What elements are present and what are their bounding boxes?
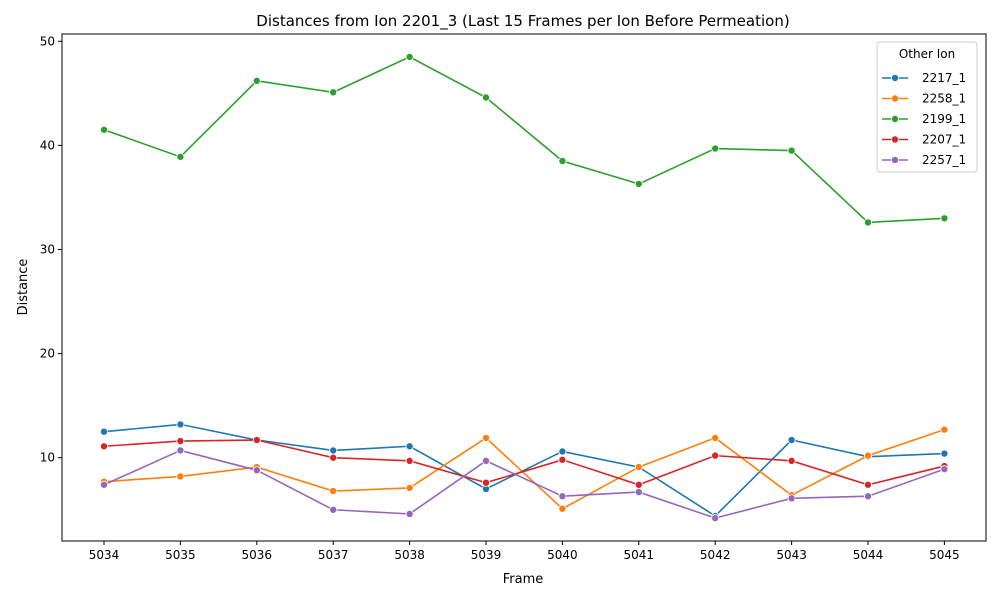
axes-frame bbox=[61, 33, 987, 542]
series-line-2199_1 bbox=[103, 56, 945, 224]
data-point-2217_1 bbox=[558, 447, 567, 456]
data-point-2257_1 bbox=[100, 480, 109, 489]
legend-marker bbox=[891, 74, 900, 83]
series-line-2217_1 bbox=[103, 423, 945, 518]
legend-title: Other Ion bbox=[899, 47, 955, 61]
x-tick-label: 5045 bbox=[929, 548, 960, 562]
data-point-2257_1 bbox=[176, 446, 185, 455]
x-tick-label: 5034 bbox=[89, 548, 120, 562]
x-tick-label: 5040 bbox=[547, 548, 578, 562]
x-tick-label: 5039 bbox=[471, 548, 502, 562]
data-point-2258_1 bbox=[634, 463, 643, 472]
x-tick-label: 5044 bbox=[853, 548, 884, 562]
data-point-2257_1 bbox=[864, 492, 873, 501]
data-point-2217_1 bbox=[940, 449, 949, 458]
data-point-2217_1 bbox=[329, 446, 338, 455]
x-tick-label: 5041 bbox=[624, 548, 655, 562]
data-point-2199_1 bbox=[252, 76, 261, 85]
data-point-2207_1 bbox=[405, 456, 414, 465]
data-point-2207_1 bbox=[787, 456, 796, 465]
data-point-2258_1 bbox=[864, 451, 873, 460]
data-point-2217_1 bbox=[787, 436, 796, 445]
legend-marker bbox=[891, 155, 900, 164]
data-point-2199_1 bbox=[634, 179, 643, 188]
data-point-2199_1 bbox=[405, 52, 414, 61]
x-tick-label: 5035 bbox=[165, 548, 196, 562]
y-tick-label: 20 bbox=[40, 347, 55, 361]
data-point-2207_1 bbox=[558, 455, 567, 464]
y-tick-label: 30 bbox=[40, 243, 55, 257]
x-tick-label: 5037 bbox=[318, 548, 349, 562]
x-tick-label: 5043 bbox=[776, 548, 807, 562]
data-point-2258_1 bbox=[481, 433, 490, 442]
data-point-2207_1 bbox=[481, 478, 490, 487]
series-line-2207_1 bbox=[103, 439, 945, 486]
series-line-2257_1 bbox=[103, 449, 945, 519]
data-point-2258_1 bbox=[329, 487, 338, 496]
data-point-2257_1 bbox=[711, 514, 720, 523]
data-point-2199_1 bbox=[329, 88, 338, 97]
data-point-2199_1 bbox=[787, 146, 796, 155]
data-point-2199_1 bbox=[864, 218, 873, 227]
legend: Other Ion 2217_1 2258_1 2199_1 2207_1 2257_1 bbox=[876, 41, 978, 173]
data-point-2258_1 bbox=[711, 433, 720, 442]
data-point-2258_1 bbox=[940, 425, 949, 434]
data-point-2217_1 bbox=[100, 427, 109, 436]
legend-marker bbox=[891, 115, 900, 124]
legend-label: 2217_1 bbox=[922, 71, 966, 85]
data-point-2257_1 bbox=[940, 465, 949, 474]
x-tick-label: 5042 bbox=[700, 548, 731, 562]
legend-label: 2258_1 bbox=[922, 92, 966, 106]
data-point-2257_1 bbox=[787, 494, 796, 503]
legend-label: 2257_1 bbox=[922, 153, 966, 167]
y-tick-label: 40 bbox=[40, 138, 55, 152]
data-point-2257_1 bbox=[558, 492, 567, 501]
x-tick-label: 5038 bbox=[394, 548, 425, 562]
data-point-2257_1 bbox=[634, 488, 643, 497]
data-point-2199_1 bbox=[558, 157, 567, 166]
data-point-2199_1 bbox=[481, 93, 490, 102]
legend-label: 2199_1 bbox=[922, 112, 966, 126]
data-point-2207_1 bbox=[711, 451, 720, 460]
data-point-2217_1 bbox=[405, 442, 414, 451]
legend-marker bbox=[891, 135, 900, 144]
data-point-2199_1 bbox=[100, 125, 109, 134]
data-point-2207_1 bbox=[176, 437, 185, 446]
data-point-2207_1 bbox=[634, 480, 643, 489]
data-point-2199_1 bbox=[711, 144, 720, 153]
legend-label: 2207_1 bbox=[922, 133, 966, 147]
data-point-2257_1 bbox=[405, 509, 414, 518]
data-point-2257_1 bbox=[329, 505, 338, 514]
data-point-2207_1 bbox=[252, 436, 261, 445]
plot-area: 5034 5035 5036 5037 5038 5039 5040 5041 5042 5043… bbox=[40, 34, 960, 562]
data-point-2207_1 bbox=[329, 453, 338, 462]
legend-marker bbox=[891, 94, 900, 103]
data-point-2258_1 bbox=[558, 504, 567, 513]
data-point-2257_1 bbox=[481, 456, 490, 465]
data-point-2199_1 bbox=[176, 152, 185, 161]
data-point-2207_1 bbox=[864, 480, 873, 489]
data-point-2258_1 bbox=[405, 483, 414, 492]
data-point-2207_1 bbox=[100, 442, 109, 451]
data-point-2258_1 bbox=[176, 472, 185, 481]
data-point-2217_1 bbox=[176, 420, 185, 429]
y-tick-label: 50 bbox=[40, 34, 55, 48]
y-axis-label: Distance bbox=[16, 259, 31, 316]
y-tick-label: 10 bbox=[40, 451, 55, 465]
x-tick-label: 5036 bbox=[242, 548, 273, 562]
data-point-2199_1 bbox=[940, 214, 949, 223]
chart-title: Distances from Ion 2201_3 (Last 15 Frame… bbox=[256, 12, 789, 31]
data-point-2257_1 bbox=[252, 466, 261, 475]
series-line-2258_1 bbox=[103, 428, 945, 510]
x-axis-label: Frame bbox=[503, 572, 544, 587]
